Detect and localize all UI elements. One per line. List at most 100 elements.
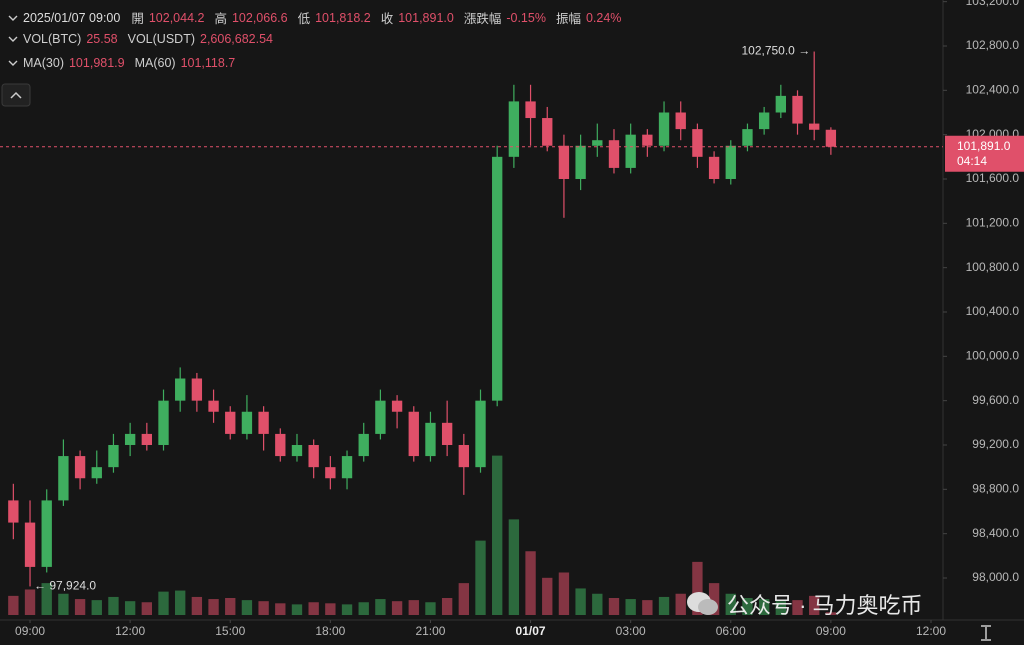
candle-body <box>8 500 19 523</box>
volume-bar <box>458 583 469 615</box>
candle-body <box>742 129 753 146</box>
volume-bar <box>708 583 720 615</box>
legend-label: 開 <box>131 12 144 26</box>
volume-bar <box>258 601 269 615</box>
legend-label: 收 <box>380 12 394 26</box>
legend-value: 2,606,682.54 <box>200 32 273 46</box>
candle-body <box>141 433 152 445</box>
volume-bar <box>375 599 386 615</box>
volume-bar <box>441 598 453 615</box>
legend-value: 102,066.6 <box>231 10 288 25</box>
volume-bar <box>391 601 403 615</box>
candle-body <box>475 400 486 468</box>
volume-bar <box>492 455 503 615</box>
chevron[interactable] <box>8 58 18 68</box>
volume-bar <box>241 600 253 615</box>
volume-bar <box>291 604 303 615</box>
volume-bar <box>41 583 52 615</box>
candle-body <box>158 400 169 445</box>
volume-bar <box>158 591 169 615</box>
candle-body <box>608 140 620 168</box>
legend-label: VOL(USDT) <box>127 32 195 46</box>
volume-bar <box>91 600 102 615</box>
volume-bar <box>108 596 119 615</box>
volume-bar <box>692 561 703 615</box>
collapse-button[interactable] <box>1 83 31 107</box>
volume-bar <box>508 519 520 615</box>
candle-body <box>275 433 286 457</box>
volume-bar <box>775 601 787 615</box>
candle-body <box>24 522 36 567</box>
candle-body <box>558 145 570 179</box>
x-tick-label: 15:00 <box>215 624 245 638</box>
volume-bar <box>74 599 86 615</box>
volume-bar <box>124 601 136 615</box>
volume-bar <box>341 604 353 615</box>
chevron[interactable] <box>8 13 18 23</box>
candle-body <box>391 400 403 412</box>
candle-body <box>725 145 736 179</box>
ohlc-legend: 2025/01/07 09:00 開 102,044.2 高 102,066.6 低 10… <box>8 8 626 27</box>
countdown: 04:14 <box>957 154 987 168</box>
candle-body <box>775 95 787 113</box>
volume-bar <box>325 603 336 615</box>
candle-body <box>108 444 119 468</box>
legend-value: -0.15% <box>506 10 546 25</box>
candle-body <box>308 444 319 468</box>
y-tick-label: 100,400.0 <box>966 304 1020 318</box>
candle-body <box>458 444 469 468</box>
chevron[interactable] <box>8 34 18 44</box>
candle-body <box>58 456 69 501</box>
volume-bar <box>675 593 686 615</box>
volume-bar <box>792 600 803 615</box>
y-tick-label: 98,800.0 <box>972 481 1019 495</box>
date: 2025/01/07 09:00 <box>23 10 121 25</box>
legend-value: 101,981.9 <box>68 56 125 70</box>
x-tick-label: 18:00 <box>315 624 345 638</box>
candle-body <box>692 129 703 157</box>
legend-label: 振幅 <box>555 12 581 26</box>
high-marker: 102,750.0 → <box>741 44 810 58</box>
y-tick-label: 100,000.0 <box>966 349 1020 363</box>
legend-label: MA(60) <box>134 56 176 70</box>
x-tick-label: 06:00 <box>716 624 746 638</box>
y-tick-label: 100,800.0 <box>966 260 1020 274</box>
legend-label: MA(30) <box>23 56 64 70</box>
volume-bar <box>809 595 820 615</box>
candle-body <box>191 378 203 401</box>
volume-bar <box>175 590 186 615</box>
volume-bar <box>575 588 586 615</box>
volume-bar <box>825 612 837 615</box>
watermark: 公众号 · 马力奥吃币 <box>685 588 923 620</box>
volume-bar <box>308 602 319 615</box>
volume-bar <box>592 593 603 615</box>
legend-label: 高 <box>214 12 227 26</box>
candle-body <box>325 467 336 479</box>
candle-body <box>74 456 86 479</box>
candle-body <box>675 112 686 130</box>
wechat-icon <box>687 592 718 615</box>
candle-body <box>225 411 236 434</box>
candle-body <box>492 156 503 401</box>
candle-body <box>792 95 803 124</box>
scale-toggle[interactable] <box>981 625 991 641</box>
volume-bar <box>24 589 36 615</box>
legend-value: 102,044.2 <box>148 10 205 25</box>
candle-body <box>508 101 520 157</box>
volume-bar <box>542 577 553 615</box>
candle-body <box>425 422 436 457</box>
x-tick-label: 12:00 <box>916 624 946 638</box>
candle-body <box>91 467 102 479</box>
volume-bar <box>608 598 620 615</box>
volume-bar <box>225 598 236 615</box>
low-marker: ← 97,924.0 <box>34 579 96 593</box>
y-tick-label: 98,000.0 <box>972 570 1019 584</box>
candle-body <box>358 433 369 457</box>
candle-body <box>542 118 553 146</box>
candle-body <box>341 456 353 479</box>
volume-bar <box>625 599 636 615</box>
x-tick-label: 21:00 <box>415 624 445 638</box>
legend-value: 101,818.2 <box>315 10 371 25</box>
